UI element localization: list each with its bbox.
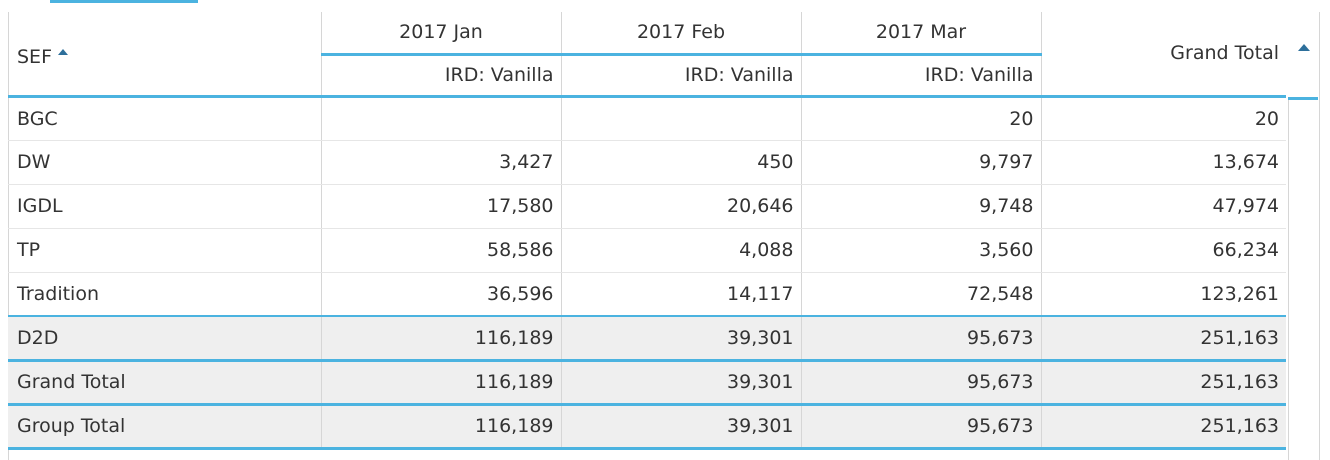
- data-cell: 95,673: [801, 315, 1042, 362]
- row-grand-total: 13,674: [1041, 140, 1286, 185]
- data-cell: 58,586: [321, 228, 562, 273]
- row-grand-total: 66,234: [1041, 228, 1286, 273]
- row-label: Group Total: [8, 404, 322, 450]
- measure-header[interactable]: IRD: Vanilla: [561, 54, 802, 98]
- data-cell: 3,427: [321, 140, 562, 185]
- scrollbar-track[interactable]: [1288, 100, 1289, 460]
- row-label: DW: [8, 140, 322, 185]
- data-cell: 14,117: [561, 272, 802, 317]
- active-tab-indicator[interactable]: [50, 0, 198, 3]
- header-row-months: SEF 2017 Jan 2017 Feb 2017 Mar Grand Tot…: [8, 12, 1286, 98]
- row-grand-total: 20: [1041, 96, 1286, 141]
- row-grand-total: 251,163: [1041, 360, 1286, 406]
- month-label: 2017 Feb: [636, 21, 726, 44]
- data-cell: 450: [561, 140, 802, 185]
- column-header-sef[interactable]: SEF: [8, 12, 322, 98]
- column-header-month[interactable]: 2017 Jan: [321, 12, 562, 56]
- subtotal-row[interactable]: D2D 116,189 39,301 95,673 251,163: [8, 315, 1286, 362]
- data-cell: 39,301: [561, 315, 802, 362]
- data-cell: 116,189: [321, 360, 562, 406]
- scroll-up-icon[interactable]: [1298, 44, 1310, 51]
- measure-label: IRD: Vanilla: [444, 64, 554, 86]
- table-row[interactable]: BGC 20 20: [8, 96, 1286, 141]
- row-grand-total: 251,163: [1041, 315, 1286, 362]
- data-cell: 3,560: [801, 228, 1042, 273]
- pivot-table: SEF 2017 Jan 2017 Feb 2017 Mar Grand Tot…: [8, 12, 1286, 450]
- sort-ascending-icon[interactable]: [58, 49, 68, 55]
- data-cell: 9,797: [801, 140, 1042, 185]
- row-label: TP: [8, 228, 322, 273]
- row-grand-total: 47,974: [1041, 184, 1286, 229]
- header-row-measures: IRD: Vanilla IRD: Vanilla IRD: Vanilla: [8, 54, 1286, 98]
- table-row[interactable]: DW 3,427 450 9,797 13,674: [8, 140, 1286, 185]
- data-cell: 116,189: [321, 404, 562, 450]
- data-cell: 39,301: [561, 360, 802, 406]
- grand-total-row[interactable]: Grand Total 116,189 39,301 95,673 251,16…: [8, 360, 1286, 406]
- data-cell: 95,673: [801, 360, 1042, 406]
- data-cell: 17,580: [321, 184, 562, 229]
- data-cell: 20,646: [561, 184, 802, 229]
- row-label: IGDL: [8, 184, 322, 229]
- data-cell: 20: [801, 96, 1042, 141]
- vertical-scrollbar[interactable]: [1288, 12, 1318, 100]
- month-label: 2017 Jan: [399, 21, 483, 44]
- measure-header[interactable]: IRD: Vanilla: [321, 54, 562, 98]
- row-grand-total: 123,261: [1041, 272, 1286, 317]
- measure-label: IRD: Vanilla: [924, 64, 1034, 86]
- data-cell: 95,673: [801, 404, 1042, 450]
- data-cell: 72,548: [801, 272, 1042, 317]
- row-label: Grand Total: [8, 360, 322, 406]
- table-row[interactable]: Tradition 36,596 14,117 72,548 123,261: [8, 272, 1286, 317]
- column-header-month[interactable]: 2017 Mar: [801, 12, 1042, 56]
- group-total-row[interactable]: Group Total 116,189 39,301 95,673 251,16…: [8, 404, 1286, 450]
- row-label: BGC: [8, 96, 322, 141]
- data-cell: [561, 96, 802, 141]
- month-label: 2017 Mar: [875, 21, 967, 44]
- measure-header[interactable]: IRD: Vanilla: [801, 54, 1042, 98]
- column-header-month[interactable]: 2017 Feb: [561, 12, 802, 56]
- grand-total-header-label: Grand Total: [1170, 42, 1279, 65]
- data-cell: 116,189: [321, 315, 562, 362]
- data-cell: 9,748: [801, 184, 1042, 229]
- table-row[interactable]: IGDL 17,580 20,646 9,748 47,974: [8, 184, 1286, 229]
- row-grand-total: 251,163: [1041, 404, 1286, 450]
- data-cell: 36,596: [321, 272, 562, 317]
- data-cell: 39,301: [561, 404, 802, 450]
- measure-label: IRD: Vanilla: [684, 64, 794, 86]
- table-row[interactable]: TP 58,586 4,088 3,560 66,234: [8, 228, 1286, 273]
- data-cell: [321, 96, 562, 141]
- row-label: Tradition: [8, 272, 322, 317]
- column-header-grand-total[interactable]: Grand Total: [1041, 12, 1286, 98]
- column-header-sef-label: SEF: [17, 46, 52, 68]
- row-label: D2D: [8, 315, 322, 362]
- data-cell: 4,088: [561, 228, 802, 273]
